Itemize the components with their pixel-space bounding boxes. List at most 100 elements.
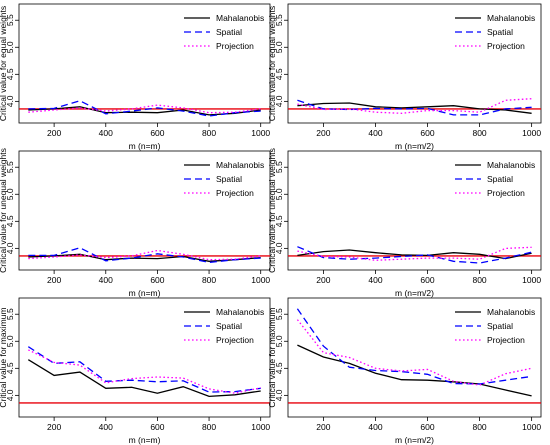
x-tick-label: 1000 (522, 275, 541, 285)
series-line-mahalanobis (297, 344, 532, 397)
y-tick-label: 4.0 (5, 95, 15, 107)
x-tick-label: 600 (150, 275, 164, 285)
x-tick-label: 1000 (251, 128, 270, 138)
chart-panel: 200 400 600 800 1000 4.0 4.5 5.0 5.5 m (n=m) Criti… (0, 3, 271, 151)
series-line-spatial (27, 346, 261, 393)
x-tick-label: 600 (420, 422, 434, 432)
x-tick-label: 1000 (522, 422, 541, 432)
series-line-projection (297, 246, 532, 261)
y-tick-label: 4.5 (5, 68, 15, 80)
legend-label: Projection (216, 41, 254, 51)
y-tick-label: 4.5 (5, 362, 15, 374)
y-tick-label: 5.0 (5, 188, 15, 200)
x-axis-label: m (n=m) (129, 141, 161, 151)
x-tick-label: 400 (368, 128, 382, 138)
x-tick-label: 600 (420, 128, 434, 138)
legend-label: Projection (487, 188, 525, 198)
x-axis-label: m (n=m/2) (395, 141, 434, 151)
legend-label: Spatial (487, 27, 513, 37)
chart-panel: 200 400 600 800 1000 4.0 4.5 5.0 5.5 m (n=m/2) Cri… (267, 148, 542, 298)
x-tick-label: 400 (99, 275, 113, 285)
x-tick-label: 800 (472, 128, 486, 138)
legend-label: Mahalanobis (216, 13, 264, 23)
series-line-mahalanobis (297, 249, 532, 260)
x-axis-label: m (n=m/2) (395, 288, 434, 298)
legend-label: Spatial (487, 321, 513, 331)
y-axis-label: Critical value for unequal weights (267, 148, 277, 273)
series-line-projection (28, 349, 261, 394)
legend-label: Spatial (216, 174, 242, 184)
x-tick-label: 200 (47, 128, 61, 138)
x-tick-label: 1000 (522, 128, 541, 138)
x-tick-label: 200 (316, 128, 330, 138)
y-tick-label: 5.5 (274, 14, 284, 26)
series-line-spatial (297, 246, 532, 264)
chart-panel: 200 400 600 800 1000 4.0 4.5 5.0 5.5 m (n=m/2) Cri… (267, 297, 542, 445)
x-tick-label: 400 (368, 422, 382, 432)
plot-frame (287, 297, 542, 418)
x-tick-label: 200 (47, 422, 61, 432)
series-line-projection (28, 104, 261, 114)
plot-frame (287, 3, 542, 124)
x-tick-label: 800 (472, 422, 486, 432)
series-line-spatial (28, 100, 261, 117)
x-tick-label: 600 (150, 128, 164, 138)
plot-frame (18, 150, 271, 271)
y-tick-label: 4.0 (5, 389, 15, 401)
legend-label: Spatial (216, 27, 242, 37)
legend-label: Projection (216, 335, 254, 345)
y-tick-label: 5.5 (5, 161, 15, 173)
legend-label: Projection (216, 188, 254, 198)
legend-label: Projection (487, 41, 525, 51)
y-tick-label: 5.5 (274, 161, 284, 173)
legend-label: Projection (487, 335, 525, 345)
y-tick-label: 5.0 (274, 188, 284, 200)
y-tick-label: 5.0 (5, 335, 15, 347)
legend-label: Mahalanobis (487, 13, 535, 23)
y-tick-label: 5.0 (274, 335, 284, 347)
x-tick-label: 800 (202, 275, 216, 285)
y-tick-label: 4.0 (274, 389, 284, 401)
plot-frame (18, 297, 271, 418)
y-tick-label: 4.0 (274, 95, 284, 107)
x-tick-label: 400 (99, 422, 113, 432)
series-line-mahalanobis (27, 359, 261, 398)
x-tick-label: 1000 (251, 422, 270, 432)
legend-label: Mahalanobis (487, 307, 535, 317)
x-axis-label: m (n=m/2) (395, 435, 434, 445)
x-tick-label: 200 (316, 275, 330, 285)
legend-label: Mahalanobis (216, 160, 264, 170)
y-tick-label: 4.0 (274, 242, 284, 254)
x-tick-label: 800 (202, 422, 216, 432)
x-tick-label: 600 (420, 275, 434, 285)
x-tick-label: 400 (368, 275, 382, 285)
x-axis-label: m (n=m) (129, 288, 161, 298)
chart-panel: 200 400 600 800 1000 4.0 4.5 5.0 5.5 m (n=m) Criti… (0, 148, 270, 298)
y-tick-label: 4.5 (274, 68, 284, 80)
series-line-projection (297, 98, 532, 114)
legend-label: Spatial (216, 321, 242, 331)
x-tick-label: 600 (150, 422, 164, 432)
x-tick-label: 800 (202, 128, 216, 138)
chart-panel: 200 400 600 800 1000 4.0 4.5 5.0 5.5 m (n=m/2) Cri… (267, 3, 542, 151)
series-line-spatial (28, 247, 261, 264)
y-axis-label: Critical value for equal weights (0, 6, 8, 121)
y-tick-label: 4.5 (274, 362, 284, 374)
x-tick-label: 1000 (251, 275, 270, 285)
y-tick-label: 5.5 (274, 308, 284, 320)
y-tick-label: 5.0 (5, 41, 15, 53)
series-line-projection (28, 249, 261, 261)
y-axis-label: Critical value for maximum (0, 307, 8, 407)
series-line-mahalanobis (297, 102, 532, 114)
y-axis-label: Critical value for maximum (267, 307, 277, 407)
x-tick-label: 200 (47, 275, 61, 285)
plot-frame (18, 3, 271, 124)
y-tick-label: 5.0 (274, 41, 284, 53)
chart-panel: 200 400 600 800 1000 4.0 4.5 5.0 5.5 m (n=m) Criti… (0, 297, 271, 445)
y-tick-label: 5.5 (5, 14, 15, 26)
y-tick-label: 4.5 (274, 215, 284, 227)
y-axis-label: Critical value for unequal weights (0, 148, 8, 273)
x-tick-label: 200 (316, 422, 330, 432)
legend-label: Spatial (487, 174, 513, 184)
